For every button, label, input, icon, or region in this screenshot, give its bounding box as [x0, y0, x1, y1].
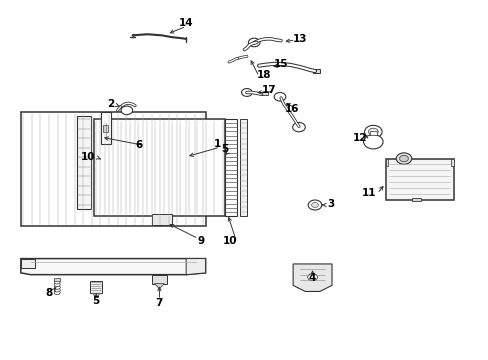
- Text: 11: 11: [361, 188, 375, 198]
- Text: 8: 8: [45, 288, 53, 297]
- Text: 13: 13: [293, 34, 307, 44]
- Circle shape: [54, 282, 60, 287]
- Text: 16: 16: [285, 104, 299, 113]
- Text: 18: 18: [256, 70, 271, 80]
- Circle shape: [54, 291, 60, 295]
- Bar: [385, 158, 387, 166]
- Polygon shape: [292, 264, 331, 292]
- Text: 14: 14: [179, 18, 193, 28]
- Circle shape: [363, 135, 382, 149]
- Bar: [224, 119, 237, 216]
- Text: 6: 6: [135, 140, 142, 150]
- Circle shape: [54, 280, 60, 284]
- Polygon shape: [21, 258, 205, 275]
- Text: 10: 10: [81, 152, 95, 162]
- Bar: [101, 112, 111, 144]
- Circle shape: [364, 125, 381, 138]
- Bar: [224, 119, 232, 134]
- Bar: [103, 125, 108, 132]
- Circle shape: [274, 93, 285, 101]
- Text: 17: 17: [261, 85, 276, 95]
- Text: 4: 4: [308, 273, 316, 283]
- Circle shape: [311, 203, 318, 207]
- Bar: [239, 119, 246, 216]
- Circle shape: [121, 106, 132, 114]
- Text: 15: 15: [273, 59, 287, 69]
- Text: 7: 7: [155, 298, 163, 308]
- Bar: [152, 214, 171, 225]
- Polygon shape: [154, 284, 164, 289]
- Bar: [385, 158, 453, 200]
- Text: 1: 1: [214, 139, 221, 149]
- Bar: [77, 116, 91, 208]
- Text: 12: 12: [352, 133, 366, 143]
- Bar: [21, 112, 205, 226]
- Polygon shape: [186, 258, 205, 275]
- Text: 10: 10: [223, 236, 237, 246]
- Circle shape: [395, 153, 411, 164]
- Bar: [54, 278, 60, 281]
- Circle shape: [241, 89, 252, 96]
- Circle shape: [307, 200, 321, 210]
- Text: 3: 3: [327, 199, 334, 209]
- Text: 2: 2: [107, 99, 114, 109]
- Circle shape: [307, 274, 317, 281]
- Circle shape: [368, 128, 377, 135]
- Bar: [90, 281, 102, 293]
- Polygon shape: [92, 293, 100, 298]
- Circle shape: [292, 122, 305, 132]
- Text: 5: 5: [221, 144, 228, 154]
- Text: 9: 9: [197, 236, 204, 246]
- Bar: [411, 198, 420, 202]
- Bar: [450, 158, 453, 166]
- Bar: [260, 92, 268, 95]
- Bar: [94, 119, 224, 216]
- Circle shape: [54, 288, 60, 292]
- Circle shape: [54, 285, 60, 289]
- Bar: [152, 275, 166, 284]
- Polygon shape: [21, 258, 35, 267]
- Bar: [312, 69, 319, 73]
- Circle shape: [248, 38, 260, 47]
- Bar: [369, 131, 376, 135]
- Circle shape: [399, 156, 407, 162]
- Text: 5: 5: [92, 296, 100, 306]
